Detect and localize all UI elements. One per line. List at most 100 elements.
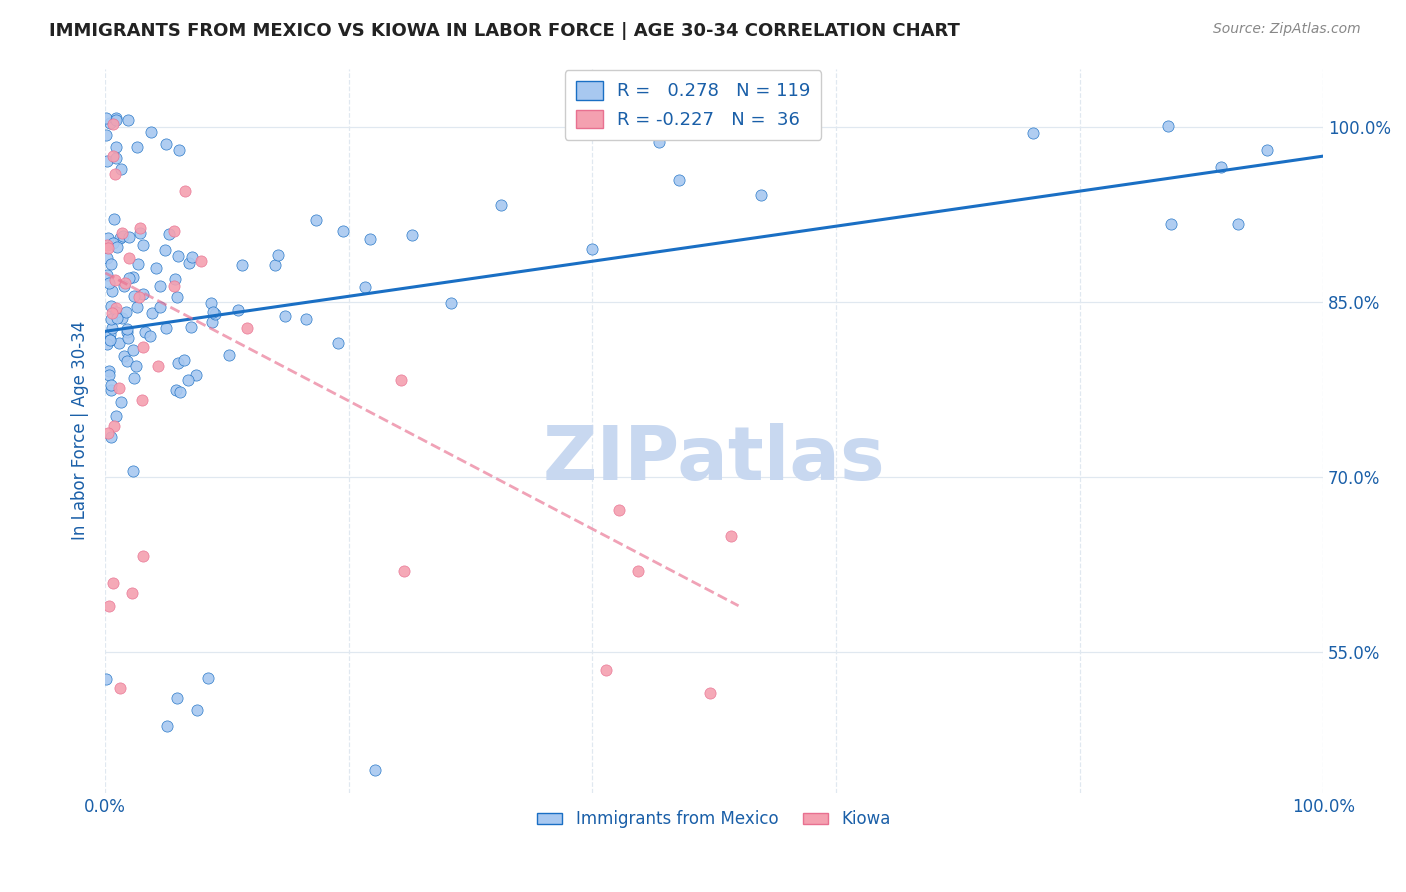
Point: [129, 226, 152, 240]
Point: [132, 549, 155, 563]
Point: [581, 242, 603, 256]
Point: [100, 383, 122, 397]
Point: [111, 229, 134, 244]
Point: [105, 140, 128, 154]
Point: [114, 276, 136, 290]
Point: [1227, 217, 1250, 231]
Point: [131, 287, 153, 301]
Point: [104, 167, 127, 181]
Point: [101, 321, 124, 335]
Point: [201, 315, 224, 329]
Point: [101, 149, 124, 163]
Point: [236, 321, 259, 335]
Point: [201, 305, 224, 319]
Point: [197, 672, 219, 686]
Point: [305, 213, 328, 227]
Point: [96, 154, 118, 169]
Point: [125, 300, 148, 314]
Point: [389, 373, 412, 387]
Point: [200, 296, 222, 310]
Point: [105, 151, 128, 165]
Point: [156, 719, 179, 733]
Point: [166, 690, 188, 705]
Point: [100, 334, 122, 348]
Point: [132, 238, 155, 252]
Point: [699, 686, 721, 700]
Point: [180, 320, 202, 334]
Point: [108, 230, 131, 244]
Point: [184, 368, 207, 382]
Point: [100, 257, 122, 271]
Point: [145, 260, 167, 275]
Text: IMMIGRANTS FROM MEXICO VS KIOWA IN LABOR FORCE | AGE 30-34 CORRELATION CHART: IMMIGRANTS FROM MEXICO VS KIOWA IN LABOR…: [49, 22, 960, 40]
Point: [231, 258, 253, 272]
Point: [110, 162, 132, 177]
Point: [96, 672, 118, 686]
Point: [394, 564, 416, 578]
Point: [163, 272, 186, 286]
Point: [226, 302, 249, 317]
Point: [668, 173, 690, 187]
Point: [354, 279, 377, 293]
Point: [96, 128, 118, 143]
Point: [105, 240, 128, 254]
Legend: Immigrants from Mexico, Kiowa: Immigrants from Mexico, Kiowa: [530, 804, 897, 835]
Point: [100, 326, 122, 341]
Point: [128, 290, 150, 304]
Point: [98, 276, 121, 290]
Point: [97, 368, 120, 382]
Point: [96, 425, 118, 440]
Point: [118, 271, 141, 285]
Point: [100, 299, 122, 313]
Point: [190, 254, 212, 268]
Point: [104, 301, 127, 316]
Point: [127, 257, 149, 271]
Point: [118, 229, 141, 244]
Point: [267, 248, 290, 262]
Point: [97, 231, 120, 245]
Point: [401, 228, 423, 243]
Point: [162, 279, 184, 293]
Point: [295, 312, 318, 326]
Point: [173, 352, 195, 367]
Point: [96, 337, 118, 351]
Point: [363, 764, 385, 778]
Point: [96, 252, 118, 266]
Point: [108, 380, 131, 394]
Point: [332, 224, 354, 238]
Point: [104, 305, 127, 319]
Point: [153, 244, 176, 258]
Point: [169, 384, 191, 399]
Point: [108, 336, 131, 351]
Point: [105, 111, 128, 125]
Point: [180, 250, 202, 264]
Point: [104, 273, 127, 287]
Point: [98, 599, 121, 613]
Point: [117, 112, 139, 127]
Point: [98, 363, 121, 377]
Point: [166, 290, 188, 304]
Point: [273, 309, 295, 323]
Point: [648, 136, 671, 150]
Point: [440, 296, 463, 310]
Point: [117, 331, 139, 345]
Point: [110, 394, 132, 409]
Point: [96, 111, 118, 125]
Point: [122, 371, 145, 385]
Point: [108, 681, 131, 695]
Point: [103, 117, 125, 131]
Point: [103, 575, 125, 590]
Point: [96, 238, 118, 252]
Point: [149, 278, 172, 293]
Point: [121, 343, 143, 357]
Point: [720, 529, 742, 543]
Point: [163, 224, 186, 238]
Point: [97, 241, 120, 255]
Point: [174, 184, 197, 198]
Point: [141, 125, 163, 139]
Point: [115, 353, 138, 368]
Point: [115, 305, 138, 319]
Text: ZIPatlas: ZIPatlas: [543, 423, 886, 496]
Point: [595, 663, 617, 677]
Point: [167, 249, 190, 263]
